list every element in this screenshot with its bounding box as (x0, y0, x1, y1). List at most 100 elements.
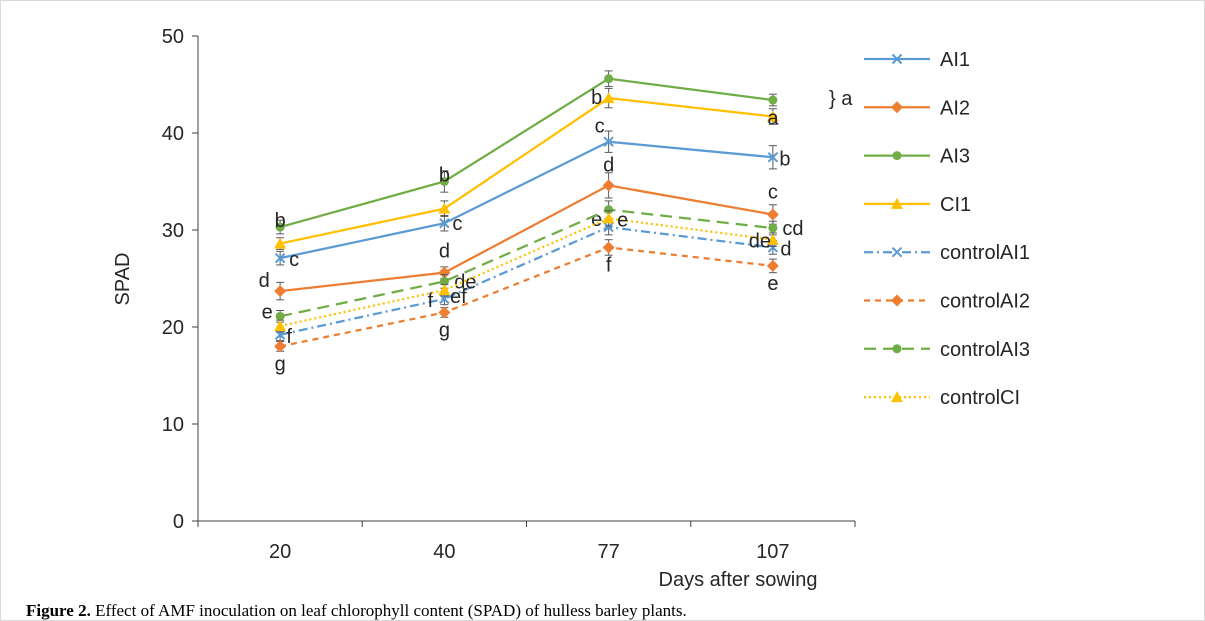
legend-marker (892, 344, 902, 354)
data-point (766, 259, 779, 272)
marker-stroke (603, 136, 614, 147)
x-tick-label: 20 (269, 541, 291, 563)
legend-label: controlAI3 (940, 339, 1030, 361)
data-point (438, 284, 451, 296)
significance-letter: b (779, 148, 790, 170)
data-point (274, 320, 287, 332)
series-line-controlci (279, 217, 774, 328)
y-tick-label: 0 (173, 511, 184, 533)
legend-item-controlai2: controlAI2 (864, 291, 1030, 313)
data-point (275, 222, 285, 232)
legend-item-ai2: AI2 (864, 97, 970, 119)
data-point (766, 110, 779, 122)
significance-letter: e (591, 209, 602, 231)
significance-letter: } a (829, 88, 853, 110)
series-line-ai1 (279, 140, 773, 260)
legend-label: AI1 (940, 49, 970, 71)
x-tick-label: 107 (756, 541, 789, 563)
significance-letter: b (439, 165, 450, 187)
y-tick-label: 10 (162, 414, 184, 436)
marker-stroke (603, 221, 614, 233)
figure-caption-text: Effect of AMF inoculation on leaf chloro… (90, 601, 687, 620)
significance-letter: c (595, 116, 605, 138)
series-line-ai2 (279, 184, 774, 293)
data-point (274, 237, 287, 249)
legend-item-controlai1: controlAI1 (864, 242, 1030, 264)
series-ci1: ba (274, 87, 779, 250)
significance-letter: d (439, 241, 450, 263)
data-point (439, 218, 450, 229)
legend-marker (891, 53, 903, 65)
data-point (603, 136, 614, 147)
y-tick-label: 40 (162, 123, 184, 145)
marker-stroke (767, 152, 779, 163)
marker-stroke (439, 218, 450, 229)
significance-letter: g (275, 353, 286, 375)
data-point (603, 221, 614, 233)
y-axis-title: SPAD (112, 253, 134, 306)
data-point (604, 74, 614, 84)
marker-stroke (891, 53, 903, 65)
legend-marker (891, 246, 903, 258)
significance-letter: d (780, 238, 791, 260)
significance-letter: cd (782, 218, 803, 240)
legend-label: controlCI (940, 387, 1020, 409)
legend-marker (892, 151, 902, 161)
legend-marker (891, 391, 903, 403)
series-line-ci1 (279, 96, 774, 245)
data-point (767, 152, 779, 163)
data-point (438, 202, 451, 214)
significance-letter: de (749, 231, 771, 253)
axes: 0 10 20 30 40 50 20 40 77 107 Days after sowing SPA… (112, 26, 856, 591)
marker-stroke (274, 252, 286, 264)
figure-label: Figure 2. (26, 601, 91, 620)
marker-stroke (891, 246, 903, 258)
significance-letter: e (767, 273, 778, 295)
significance-letter: b (591, 87, 602, 109)
x-tick-label: 77 (598, 541, 620, 563)
significance-letter: f (428, 290, 434, 312)
line-chart: 0 10 20 30 40 50 20 40 77 107 Days after sowing SPA… (112, 26, 1030, 591)
data-point (768, 223, 778, 233)
x-tick-label: 40 (433, 541, 455, 563)
significance-letter: c (289, 249, 299, 271)
data-point (604, 205, 614, 215)
significance-letter: ef (450, 286, 467, 308)
legend-marker (891, 294, 903, 307)
data-point (602, 241, 615, 254)
legend-item-ai1: AI1 (864, 49, 970, 71)
data-point (275, 311, 285, 321)
significance-letter: b (275, 210, 286, 232)
data-point (602, 92, 615, 104)
significance-letter: e (262, 301, 273, 323)
data-point (274, 285, 287, 298)
significance-letter: f (286, 326, 292, 348)
significance-letter: c (452, 213, 462, 235)
series-line-controlai1 (279, 225, 774, 336)
data-point (602, 179, 615, 192)
significance-letter: f (606, 254, 612, 276)
legend-item-controlai3: controlAI3 (864, 339, 1030, 361)
significance-letter: d (603, 154, 614, 176)
legend-item-ci1: CI1 (864, 194, 971, 216)
y-tick-label: 50 (162, 26, 184, 48)
significance-letter: de (454, 271, 476, 293)
data-point (602, 212, 615, 224)
data-point (766, 208, 779, 221)
legend-label: controlAI1 (940, 242, 1030, 264)
legend-marker (891, 101, 903, 114)
y-tick-label: 30 (162, 220, 184, 242)
data-point (438, 306, 451, 319)
significance-letter: c (768, 181, 778, 203)
x-axis-title: Days after sowing (659, 569, 818, 591)
legend-label: CI1 (940, 194, 971, 216)
data-point (439, 276, 449, 286)
legend: AI1 AI2 AI3 CI1 controlAI1 controlAI2 controlA… (864, 49, 1030, 409)
data-point (438, 266, 451, 279)
significance-letter: a (767, 108, 779, 130)
